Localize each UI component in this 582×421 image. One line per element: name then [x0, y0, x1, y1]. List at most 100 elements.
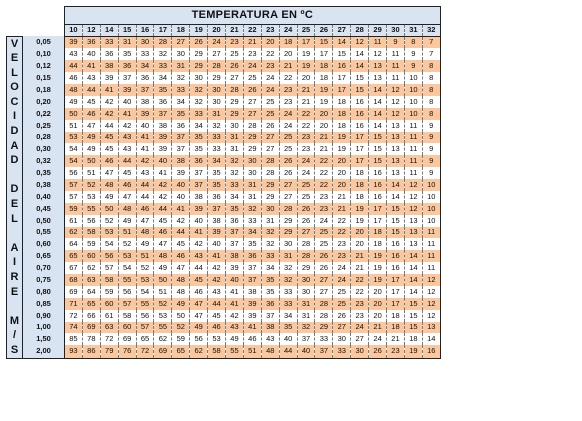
- wind-chill-cell: 33: [279, 285, 298, 298]
- wind-chill-cell: 14: [368, 119, 388, 132]
- wind-chill-cell: 49: [153, 262, 173, 275]
- table-row: 0,10 43 40 36 35 33 32 30 29 27 25 23 22 20 19 17 15 14 12…: [7, 48, 441, 61]
- wind-chill-cell: 38: [171, 155, 191, 168]
- side-label-letter: A: [10, 241, 19, 254]
- wind-chill-cell: 19: [368, 262, 388, 275]
- wind-chill-cell: 27: [261, 131, 280, 144]
- blank-corner: [6, 24, 65, 36]
- wind-chill-cell: 22: [297, 107, 316, 120]
- wind-chill-cell: 31: [207, 107, 227, 120]
- wind-chill-cell: 26: [297, 214, 316, 227]
- wind-chill-cell: 16: [386, 262, 405, 275]
- wind-chill-cell: 21: [350, 250, 370, 263]
- wind-chill-cell: 15: [368, 131, 388, 144]
- wind-chill-cell: 32: [279, 274, 298, 286]
- temperature-header: 20: [207, 24, 227, 37]
- wind-speed-cell: 0,55: [22, 226, 65, 239]
- wind-chill-cell: 14: [386, 179, 405, 191]
- wind-chill-cell: 43: [261, 333, 280, 346]
- wind-chill-cell: 48: [261, 345, 280, 359]
- wind-chill-cell: 31: [243, 190, 262, 203]
- wind-chill-cell: 36: [82, 36, 101, 49]
- wind-chill-cell: 23: [261, 60, 280, 73]
- wind-chill-cell: 21: [332, 202, 352, 215]
- wind-chill-cell: 33: [314, 333, 334, 346]
- temperature-header: 14: [100, 24, 119, 37]
- wind-speed-cell: 0,25: [22, 119, 65, 132]
- wind-chill-cell: 56: [82, 214, 101, 227]
- wind-chill-cell: 17: [314, 48, 334, 61]
- wind-chill-cell: 66: [82, 309, 101, 322]
- temperature-header: 25: [297, 24, 316, 37]
- temperature-header: 32: [422, 24, 441, 37]
- wind-chill-cell: 8: [422, 84, 441, 96]
- wind-speed-cell: 0,80: [22, 285, 65, 298]
- wind-chill-cell: 25: [261, 107, 280, 120]
- side-label-letter: [8, 226, 22, 241]
- temperature-header: 24: [279, 24, 298, 37]
- wind-speed-cell: 0,22: [22, 107, 65, 120]
- temperature-header: 22: [243, 24, 262, 37]
- wind-chill-cell: 30: [297, 274, 316, 286]
- wind-chill-cell: 12: [350, 36, 370, 49]
- wind-chill-cell: 20: [368, 297, 388, 310]
- wind-chill-cell: 34: [261, 262, 280, 275]
- wind-chill-cell: 37: [225, 238, 244, 251]
- wind-chill-cell: 46: [171, 250, 191, 263]
- wind-chill-cell: 39: [225, 262, 244, 275]
- wind-chill-cell: 53: [207, 333, 227, 346]
- temperature-header: 30: [386, 24, 405, 37]
- wind-chill-cell: 32: [243, 202, 262, 215]
- wind-chill-cell: 53: [100, 226, 119, 239]
- wind-chill-cell: 18: [386, 321, 405, 334]
- wind-speed-cell: 0,32: [22, 155, 65, 168]
- wind-chill-cell: 16: [368, 179, 388, 191]
- wind-chill-cell: 71: [64, 297, 83, 310]
- wind-chill-cell: 37: [297, 333, 316, 346]
- wind-chill-cell: 36: [243, 250, 262, 263]
- wind-chill-cell: 33: [332, 345, 352, 359]
- wind-chill-cell: 24: [314, 214, 334, 227]
- wind-chill-cell: 17: [368, 202, 388, 215]
- wind-chill-cell: 35: [118, 48, 137, 61]
- wind-chill-cell: 29: [189, 60, 209, 73]
- wind-chill-cell: 16: [350, 107, 370, 120]
- wind-chill-cell: 31: [243, 179, 262, 191]
- wind-chill-cell: 32: [225, 155, 244, 168]
- wind-chill-cell: 29: [225, 95, 244, 108]
- wind-chill-cell: 47: [136, 214, 155, 227]
- wind-speed-cell: 0,12: [22, 60, 65, 73]
- wind-chill-cell: 60: [100, 297, 119, 310]
- wind-chill-cell: 16: [332, 60, 352, 73]
- wind-chill-cell: 35: [243, 238, 262, 251]
- wind-chill-cell: 30: [207, 95, 227, 108]
- wind-chill-cell: 19: [297, 48, 316, 61]
- wind-chill-cell: 44: [136, 179, 155, 191]
- wind-chill-cell: 47: [189, 309, 209, 322]
- wind-chill-cell: 26: [261, 119, 280, 132]
- wind-chill-cell: 35: [261, 285, 280, 298]
- table-row: 0,20 49 45 42 40 38 36 34 32 30 29 27 25 23 21 19 18 16 14…: [7, 95, 441, 108]
- wind-chill-cell: 14: [368, 95, 388, 108]
- wind-chill-cell: 36: [189, 155, 209, 168]
- wind-chill-cell: 56: [136, 309, 155, 322]
- temperature-header: 23: [261, 24, 280, 37]
- wind-chill-cell: 58: [100, 274, 119, 286]
- wind-chill-cell: 10: [404, 107, 423, 120]
- wind-chill-cell: 23: [279, 84, 298, 96]
- side-label-letter: L: [11, 66, 18, 79]
- wind-chill-cell: 19: [350, 202, 370, 215]
- wind-speed-cell: 0,38: [22, 179, 65, 191]
- wind-chill-cell: 24: [279, 119, 298, 132]
- temperature-grid: TEMPERATURA EN ºC 10 12 14 15 16 17 18 19 20 21 22 2…: [6, 6, 441, 359]
- wind-chill-cell: 28: [314, 297, 334, 310]
- wind-chill-cell: 24: [243, 60, 262, 73]
- wind-chill-cell: 43: [189, 250, 209, 263]
- wind-chill-cell: 28: [225, 84, 244, 96]
- temperature-header: 16: [136, 24, 155, 37]
- wind-chill-cell: 34: [153, 72, 173, 85]
- table-row: 0,80 69 64 59 56 54 51 48 46 43 41 38 35 33 30 27 25 22 20…: [7, 285, 441, 298]
- wind-chill-cell: 23: [297, 143, 316, 156]
- wind-chill-cell: 12: [422, 274, 441, 286]
- wind-chill-cell: 64: [82, 285, 101, 298]
